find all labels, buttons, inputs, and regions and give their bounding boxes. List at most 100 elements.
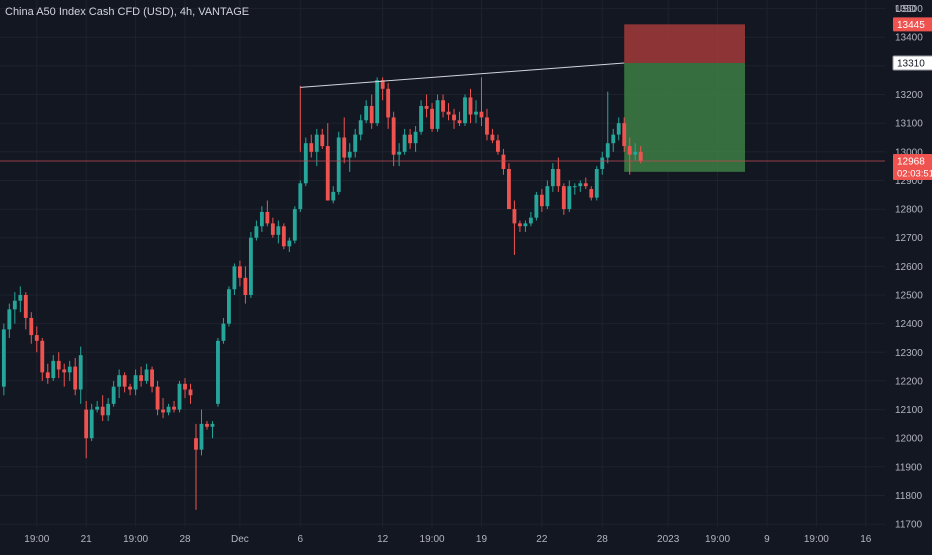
- stop-price-badge: [893, 17, 932, 32]
- candle-body: [446, 111, 451, 115]
- candle-body: [237, 266, 242, 278]
- candle-body: [517, 223, 522, 227]
- countdown-label: 02:03:51: [897, 168, 932, 179]
- candle-body: [128, 386, 133, 390]
- candle-body: [622, 123, 627, 147]
- entry-price-label: 13310: [897, 59, 925, 70]
- candle-body: [369, 105, 374, 124]
- price-tick-label: 11700: [895, 520, 923, 531]
- candle-body: [589, 189, 594, 198]
- trendline[interactable]: [300, 62, 625, 88]
- candle-body: [194, 438, 198, 450]
- candle-body: [265, 211, 270, 224]
- candle-body: [166, 406, 171, 413]
- candle-body: [172, 406, 176, 410]
- candle-body: [62, 369, 67, 373]
- price-tick-label: 13500: [895, 4, 923, 15]
- candle-body: [133, 375, 138, 390]
- candle-body: [375, 80, 380, 124]
- candle-body: [177, 383, 182, 410]
- time-tick-label: 28: [179, 534, 191, 545]
- time-tick-label: 9: [764, 534, 770, 545]
- stop-loss-zone[interactable]: [624, 24, 746, 64]
- candle-body: [413, 131, 418, 144]
- current-price-label: 12968: [897, 156, 925, 167]
- candle-body: [633, 151, 638, 155]
- candle-body: [122, 375, 127, 387]
- candle-body: [243, 277, 248, 296]
- price-tick-label: 12300: [895, 348, 923, 359]
- candle-body: [638, 151, 643, 161]
- candle-body: [199, 423, 204, 450]
- price-tick-label: 13400: [895, 33, 923, 44]
- candle-body: [23, 295, 28, 318]
- price-tick-label: 12100: [895, 405, 923, 416]
- price-tick-label: 12200: [895, 376, 923, 387]
- price-axis[interactable]: [885, 0, 932, 550]
- candle-body: [441, 100, 445, 112]
- current-price-badge: [893, 153, 932, 180]
- candle-body: [523, 223, 528, 227]
- candle-body: [391, 117, 396, 155]
- candle-body: [183, 383, 187, 390]
- price-tick-label: 11800: [895, 491, 923, 502]
- candle-body: [139, 375, 144, 381]
- candle-body: [430, 108, 434, 129]
- time-axis[interactable]: [0, 527, 932, 550]
- candle-body: [78, 355, 83, 390]
- candle-body: [100, 406, 105, 416]
- time-tick-label: 19:00: [24, 534, 49, 545]
- take-profit-zone[interactable]: [624, 63, 746, 172]
- price-tick-label: 11900: [895, 462, 923, 473]
- candle-body: [67, 366, 72, 373]
- candle-body: [468, 97, 473, 115]
- candle-body: [556, 168, 561, 187]
- time-tick-label: 19:00: [123, 534, 148, 545]
- candle-body: [227, 289, 231, 324]
- candle-body: [463, 97, 467, 124]
- candle-body: [259, 211, 264, 227]
- candle-body: [594, 168, 599, 198]
- candle-body: [336, 137, 341, 192]
- currency-label: USD: [895, 4, 916, 15]
- candle-body: [501, 154, 506, 169]
- candle-body: [325, 146, 330, 201]
- candle-body: [292, 209, 297, 241]
- candle-body: [276, 226, 281, 235]
- time-tick-label: Dec: [231, 534, 249, 545]
- candle-body: [474, 111, 478, 115]
- candle-body: [419, 105, 424, 132]
- price-tick-label: 12000: [895, 434, 923, 445]
- candle-body: [111, 386, 116, 404]
- candle-body: [331, 191, 336, 201]
- candle-body: [12, 300, 17, 310]
- candle-body: [479, 111, 484, 118]
- candle-body: [534, 194, 539, 218]
- time-tick-label: 19: [476, 534, 488, 545]
- candle-body: [616, 123, 621, 135]
- candle-body: [117, 375, 122, 387]
- candle-body: [314, 134, 319, 152]
- candle-body: [40, 340, 45, 373]
- candle-body: [303, 143, 308, 184]
- candle-body: [402, 134, 407, 152]
- candle-body: [51, 360, 56, 379]
- candle-body: [507, 168, 511, 210]
- candle-body: [7, 309, 12, 330]
- stop-price-label: 13445: [897, 20, 925, 31]
- symbol-title: China A50 Index Cash CFD (USD), 4h, VANT…: [5, 6, 250, 18]
- candle-body: [320, 134, 325, 147]
- price-tick-label: 12500: [895, 291, 923, 302]
- candle-body: [435, 100, 440, 129]
- candle-body: [161, 409, 165, 413]
- time-tick-label: 19:00: [705, 534, 730, 545]
- candle-body: [309, 143, 314, 152]
- candle-body: [600, 157, 605, 169]
- candle-body: [270, 223, 275, 235]
- candle-body: [73, 366, 78, 390]
- time-tick-label: 19:00: [420, 534, 445, 545]
- price-tick-label: 13100: [895, 119, 923, 130]
- candle-body: [84, 409, 89, 439]
